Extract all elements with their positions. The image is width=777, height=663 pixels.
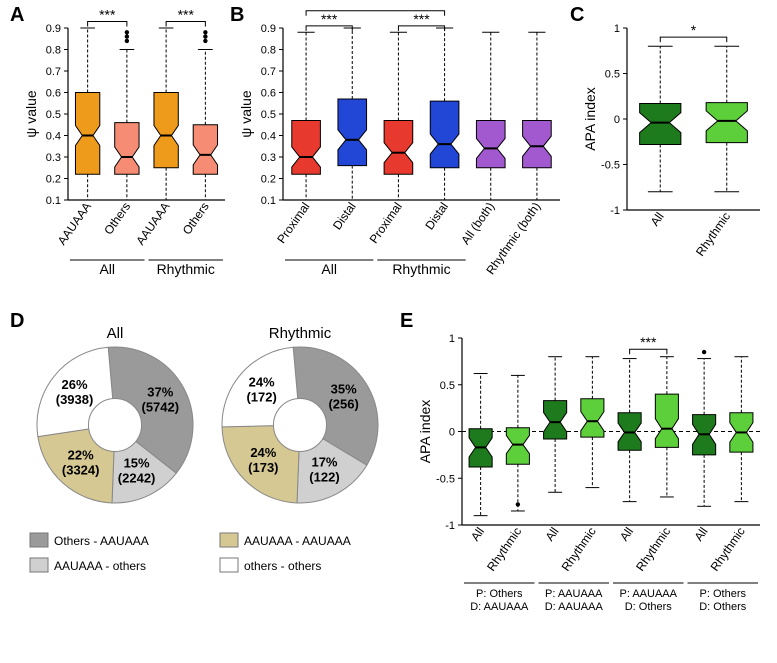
svg-text:Others: Others	[101, 200, 133, 238]
svg-text:-1: -1	[445, 520, 455, 532]
svg-text:Rhythmic: Rhythmic	[484, 525, 524, 574]
svg-text:ψ value: ψ value	[238, 90, 254, 138]
svg-text:0: 0	[449, 427, 455, 439]
svg-text:Rhythmic: Rhythmic	[708, 525, 748, 574]
svg-text:0.8: 0.8	[261, 45, 276, 57]
svg-text:(122): (122)	[309, 469, 339, 484]
svg-text:22%: 22%	[68, 447, 94, 462]
svg-text:P: Others: P: Others	[700, 588, 747, 600]
svg-text:0.3: 0.3	[261, 152, 276, 164]
svg-text:0.5: 0.5	[261, 109, 276, 121]
svg-text:Others - AAUAAA: Others - AAUAAA	[54, 534, 149, 548]
svg-text:(3938): (3938)	[56, 392, 94, 407]
svg-text:0.1: 0.1	[46, 195, 61, 207]
svg-text:(2242): (2242)	[118, 471, 156, 486]
svg-text:D: AAUAAA: D: AAUAAA	[470, 601, 529, 613]
svg-text:0.9: 0.9	[261, 23, 276, 35]
svg-text:All: All	[99, 261, 115, 277]
svg-text:(3324): (3324)	[62, 462, 100, 477]
svg-text:Others: Others	[180, 200, 212, 238]
svg-text:24%: 24%	[249, 375, 275, 390]
svg-text:All: All	[107, 325, 124, 342]
svg-text:Proximal: Proximal	[367, 200, 405, 246]
svg-text:0.8: 0.8	[46, 45, 61, 57]
svg-text:0.7: 0.7	[46, 66, 61, 78]
panel-d-pies: All Rhythmic 37%(5742) 15%(2242) 22%(3324) 26…	[10, 320, 400, 655]
svg-text:All: All	[542, 525, 561, 544]
panel-c-chart: -1 -0.5 0 0.5 1 APA index All Rhythmic *	[575, 10, 770, 290]
svg-text:Rhythmic: Rhythmic	[392, 261, 450, 277]
svg-text:***: ***	[321, 11, 338, 27]
svg-text:D: Others: D: Others	[625, 601, 673, 613]
svg-text:0.5: 0.5	[605, 69, 620, 81]
svg-text:others - others: others - others	[244, 559, 321, 573]
svg-text:26%: 26%	[62, 377, 88, 392]
svg-text:(172): (172)	[246, 390, 276, 405]
svg-text:D: Others: D: Others	[699, 601, 747, 613]
svg-text:0.9: 0.9	[46, 23, 61, 35]
svg-text:0.5: 0.5	[46, 109, 61, 121]
svg-text:All: All	[648, 210, 667, 229]
svg-text:1: 1	[449, 333, 455, 345]
svg-text:0.6: 0.6	[46, 88, 61, 100]
svg-text:0.7: 0.7	[261, 66, 276, 78]
svg-text:AAUAAA - AAUAAA: AAUAAA - AAUAAA	[244, 534, 351, 548]
svg-text:APA index: APA index	[417, 400, 433, 464]
svg-text:Distal: Distal	[422, 200, 451, 233]
svg-text:37%: 37%	[147, 385, 173, 400]
svg-text:0.4: 0.4	[261, 131, 276, 143]
svg-text:(256): (256)	[328, 397, 358, 412]
svg-text:AAUAAA - others: AAUAAA - others	[54, 559, 146, 573]
svg-text:1: 1	[614, 23, 620, 35]
svg-text:APA index: APA index	[582, 87, 598, 151]
svg-text:Rhythmic: Rhythmic	[157, 261, 215, 277]
svg-text:All (both): All (both)	[458, 200, 497, 247]
svg-text:P: AAUAAA: P: AAUAAA	[620, 588, 678, 600]
svg-text:Distal: Distal	[330, 200, 359, 233]
svg-text:0.2: 0.2	[46, 174, 61, 186]
svg-text:All: All	[321, 261, 337, 277]
svg-text:Rhythmic: Rhythmic	[269, 325, 332, 342]
svg-text:0.2: 0.2	[261, 174, 276, 186]
svg-text:-1: -1	[610, 205, 620, 217]
panel-b-chart: 0.1 0.2 0.3 0.4 0.5 0.6 0.7 0.8 0.9 ψ value Proxim…	[235, 10, 565, 290]
svg-text:35%: 35%	[331, 382, 357, 397]
svg-text:***: ***	[640, 334, 657, 350]
svg-text:0.5: 0.5	[440, 380, 455, 392]
panel-a-chart: 0.1 0.2 0.3 0.4 0.5 0.6 0.7 0.8 0.9 ψ value AAUAAA…	[20, 10, 230, 290]
svg-text:ψ value: ψ value	[23, 90, 39, 138]
svg-text:0.4: 0.4	[46, 131, 61, 143]
svg-text:-0.5: -0.5	[436, 473, 455, 485]
svg-text:P: Others: P: Others	[476, 588, 523, 600]
svg-text:0.1: 0.1	[261, 195, 276, 207]
svg-text:D: AAUAAA: D: AAUAAA	[545, 601, 604, 613]
svg-text:(173): (173)	[248, 460, 278, 475]
svg-text:Rhythmic: Rhythmic	[559, 525, 599, 574]
svg-text:0.6: 0.6	[261, 88, 276, 100]
svg-text:17%: 17%	[311, 454, 337, 469]
panel-e-chart: -1-0.500.51APA indexAllRhythmicAllRhythm…	[410, 320, 770, 655]
svg-text:*: *	[691, 22, 697, 38]
svg-text:***: ***	[99, 10, 116, 23]
svg-text:AAUAAA: AAUAAA	[133, 200, 172, 248]
svg-text:***: ***	[413, 11, 430, 27]
svg-text:Proximal: Proximal	[274, 200, 312, 246]
svg-text:15%: 15%	[124, 456, 150, 471]
svg-text:P: AAUAAA: P: AAUAAA	[545, 588, 603, 600]
svg-text:0.3: 0.3	[46, 152, 61, 164]
svg-text:*: *	[373, 10, 379, 12]
svg-text:-0.5: -0.5	[601, 160, 620, 172]
svg-text:Rhythmic: Rhythmic	[633, 525, 673, 574]
svg-text:***: ***	[178, 10, 195, 23]
svg-text:All: All	[617, 525, 636, 544]
svg-text:All: All	[691, 525, 710, 544]
svg-text:All: All	[468, 525, 487, 544]
svg-text:24%: 24%	[250, 445, 276, 460]
svg-text:Rhythmic: Rhythmic	[693, 210, 733, 259]
svg-text:(5742): (5742)	[141, 400, 179, 415]
svg-text:0: 0	[614, 114, 620, 126]
